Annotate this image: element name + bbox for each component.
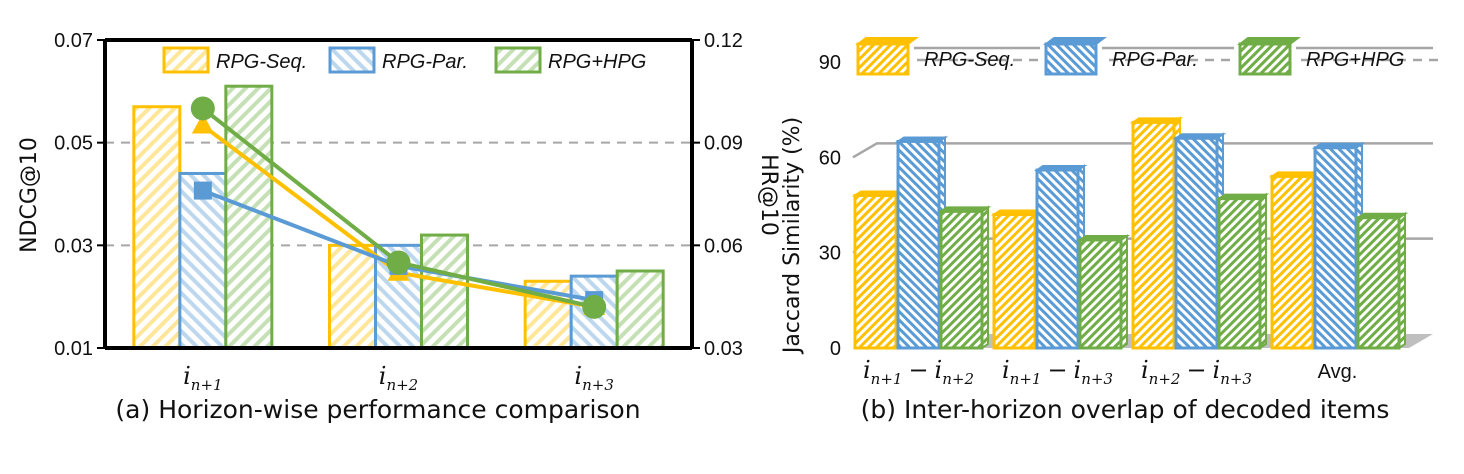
legend-label: RPG+HPG xyxy=(548,51,646,73)
legend-swatch xyxy=(856,42,910,76)
legend-swatch xyxy=(1238,42,1292,76)
chart-a-category-labels: in+1​ in+2​ in+3​ xyxy=(183,362,614,394)
legend-label: RPG-Par. xyxy=(382,51,468,73)
right-tick-label: 0.12 xyxy=(704,30,743,52)
category-label: Avg. xyxy=(1318,361,1358,383)
chart-a-axes xyxy=(97,38,700,350)
bar-front xyxy=(992,213,1037,350)
hr-marker-circle xyxy=(582,294,607,319)
chart-b: 0 30 60 90 in+1​−in+2​ in+1​−in+3​ in+2​−in+3… xyxy=(780,36,1438,424)
legend-swatch xyxy=(162,46,210,74)
legend-label: RPG-Seq. xyxy=(216,51,307,73)
bar-front xyxy=(1217,197,1262,350)
right-tick-label: 0.06 xyxy=(704,235,743,257)
bar-front xyxy=(1174,136,1219,350)
chart-b-legend: RPG-Seq. RPG-Par. RPG+HPG xyxy=(852,36,1438,82)
hr-marker-circle xyxy=(386,250,411,275)
bar-front xyxy=(1356,216,1401,350)
hr-marker-triangle xyxy=(191,113,214,134)
bar-ndcg xyxy=(420,233,469,350)
bar-front xyxy=(853,193,898,350)
bar-front xyxy=(1313,146,1358,350)
category-label: in+1​ xyxy=(183,362,222,394)
chart-a-caption: (a) Horizon-wise performance comparison xyxy=(115,395,640,424)
gridline xyxy=(852,142,1433,159)
legend-label: RPG-Seq. xyxy=(924,49,1015,71)
chart-a-right-tick-labels: 0.03 0.06 0.09 0.12 xyxy=(704,30,743,360)
chart-a-left-tick-labels: 0.01 0.03 0.05 0.07 xyxy=(54,30,93,360)
legend-label: RPG+HPG xyxy=(1306,49,1404,71)
bar-front xyxy=(1270,174,1315,350)
chart-b-bars xyxy=(851,116,1409,350)
bar-front xyxy=(1035,168,1080,350)
bar-ndcg xyxy=(178,171,228,350)
legend-swatch xyxy=(1044,42,1098,76)
legend-label: RPG-Par. xyxy=(1112,49,1198,71)
tick-label: 30 xyxy=(819,243,841,265)
legend-swatch xyxy=(494,46,542,74)
left-tick-label: 0.03 xyxy=(54,235,93,257)
left-tick-label: 0.05 xyxy=(54,133,93,155)
bar-front xyxy=(896,139,941,350)
category-label: in+2​−in+3​ xyxy=(1141,356,1252,388)
chart-a-ylabel: NDCG@10 xyxy=(17,137,42,253)
chart-a-hr-lines xyxy=(190,96,607,319)
right-tick-label: 0.03 xyxy=(704,338,743,360)
chart-a-legend: RPG-Seq. RPG-Par. RPG+HPG xyxy=(162,46,646,74)
chart-b-ylabel: Jaccard Similarity (%) xyxy=(780,117,805,355)
bar-ndcg xyxy=(132,105,182,350)
bar-ndcg xyxy=(328,243,377,350)
category-label: in+3​ xyxy=(574,362,613,394)
category-label: in+2​ xyxy=(379,362,418,394)
legend-swatch xyxy=(328,46,376,74)
category-label: in+1​−in+3​ xyxy=(1002,356,1113,388)
left-tick-label: 0.07 xyxy=(54,30,93,52)
bar-ndcg xyxy=(224,84,274,350)
bar-front xyxy=(1078,238,1123,350)
chart-b-caption: (b) Inter-horizon overlap of decoded ite… xyxy=(861,395,1390,424)
right-tick-label: 0.09 xyxy=(704,133,743,155)
chart-b-category-labels: in+1​−in+2​ in+1​−in+3​ in+2​−in+3​ Avg. xyxy=(863,356,1357,388)
bar-front xyxy=(939,209,984,350)
hr-marker-circle xyxy=(190,96,215,121)
tick-label: 90 xyxy=(819,52,841,74)
tick-label: 0 xyxy=(830,338,841,360)
bar-front xyxy=(1131,120,1176,350)
chart-a-y2label: HR@10 xyxy=(756,154,781,236)
tick-label: 60 xyxy=(819,147,841,169)
hr-marker-square xyxy=(193,181,212,200)
left-tick-label: 0.01 xyxy=(54,338,93,360)
category-label: in+1​−in+2​ xyxy=(863,356,974,388)
bar-ndcg xyxy=(615,269,665,350)
chart-a: 0.010.030.050.07 0.030.060.090.12 in+1​i… xyxy=(17,30,781,424)
chart-b-tick-labels: 0 30 60 90 xyxy=(819,52,841,360)
